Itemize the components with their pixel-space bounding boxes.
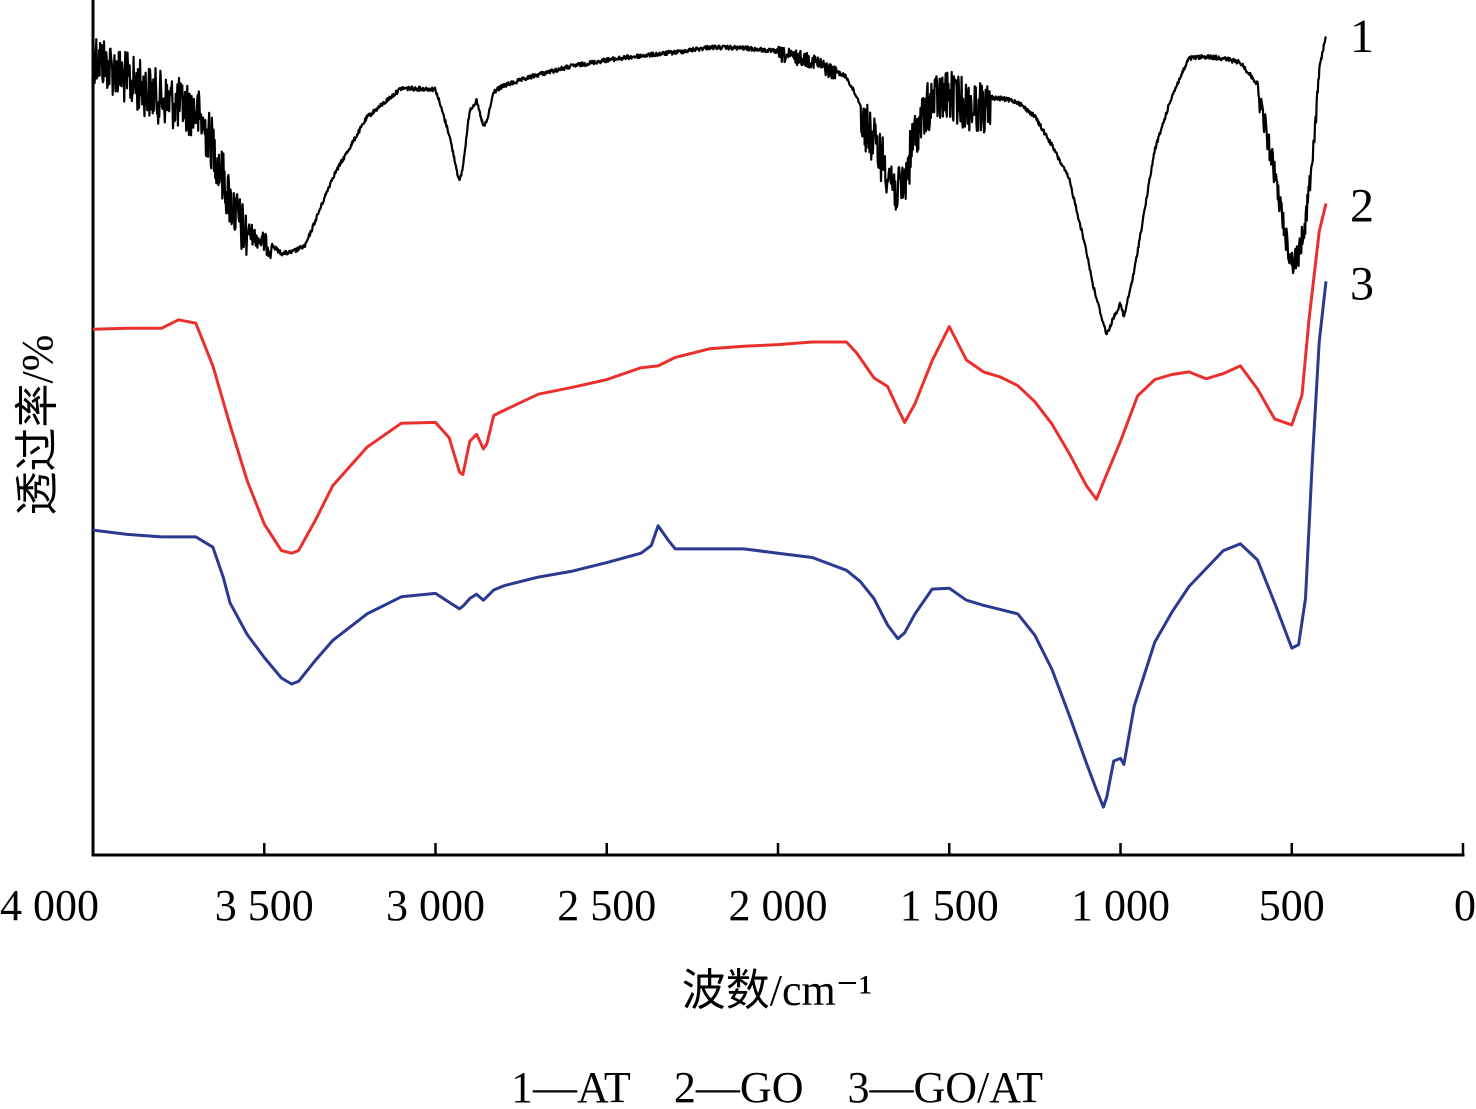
plot-area [91, 0, 1465, 857]
y-axis-title: 透过率/% [13, 335, 62, 516]
x-tick-label: 2 500 [557, 881, 656, 930]
series-label-3: 3 [1350, 257, 1374, 310]
x-tick-label: 500 [1259, 881, 1325, 930]
series-2: 2 [92, 179, 1374, 555]
x-tick-label: 3 000 [386, 881, 485, 930]
series-3: 3 [92, 257, 1374, 809]
x-tick-label: 0 [1454, 881, 1476, 930]
x-tick-label: 4 000 [0, 881, 99, 930]
x-tick-label: 1 500 [900, 881, 999, 930]
series-line-2 [92, 203, 1328, 555]
x-tick-label: 1 000 [1071, 881, 1170, 930]
series-1: 1 [91, 10, 1374, 336]
series-label-1: 1 [1350, 10, 1374, 63]
x-tick-label: 2 000 [729, 881, 828, 930]
series-line-3 [92, 281, 1328, 809]
series-line-1 [91, 36, 1328, 336]
x-axis-ticks: 4 000 3 500 3 000 2 500 2 000 1 500 1 000 500 0 [0, 843, 1476, 930]
series-label-2: 2 [1350, 179, 1374, 232]
series-layer: 1 2 3 [91, 10, 1374, 809]
legend: 1—AT 2—GO 3—GO/AT [511, 1063, 1043, 1109]
x-tick-label: 3 500 [215, 881, 314, 930]
x-axis-title: 波数/cm⁻¹ [682, 966, 872, 1015]
